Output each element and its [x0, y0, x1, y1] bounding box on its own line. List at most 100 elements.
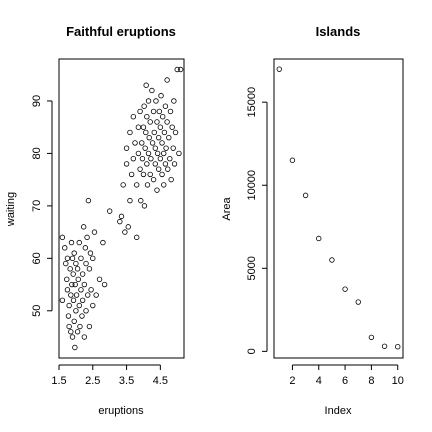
data-point [150, 176, 157, 183]
data-point [147, 119, 153, 125]
data-point [77, 323, 83, 330]
data-point [162, 161, 169, 167]
y-tick-label: 80 [31, 147, 43, 159]
data-point [176, 150, 182, 157]
data-point [70, 297, 77, 303]
data-point [150, 108, 157, 115]
data-point [127, 129, 133, 136]
data-point [123, 145, 130, 151]
data-point [120, 182, 126, 188]
data-point [154, 150, 161, 157]
x-tick-label: 2.5 [85, 375, 100, 387]
data-point [79, 313, 85, 319]
data-point [85, 197, 92, 204]
data-point [144, 161, 150, 167]
plot-title: Islands [316, 24, 361, 39]
y-axis-label: waiting [5, 192, 17, 227]
data-point [79, 297, 86, 303]
data-point [161, 182, 167, 188]
data-point [137, 166, 143, 172]
data-point [167, 155, 173, 162]
data-point [73, 260, 79, 267]
data-point [157, 155, 164, 162]
data-point [68, 239, 75, 246]
islands-plot: Islands Index Area 2 4 6 8 10 0 5000 10000 15000 [221, 24, 404, 417]
data-point [302, 192, 309, 199]
data-point [128, 171, 135, 178]
x-tick-label: 4 [316, 375, 322, 387]
data-point [64, 287, 71, 293]
data-point [146, 134, 152, 141]
data-point [139, 155, 146, 162]
data-point [161, 129, 168, 136]
y-tick-label: 50 [31, 305, 43, 317]
x-tick-label: 10 [392, 375, 404, 387]
y-tick-label: 15000 [246, 87, 258, 118]
data-point [83, 260, 89, 267]
data-point [59, 234, 66, 241]
data-point [166, 134, 172, 141]
data-point [149, 140, 156, 146]
data-point [170, 145, 176, 151]
x-tick-label: 1.5 [51, 375, 66, 387]
data-point [164, 119, 170, 125]
data-point [125, 224, 131, 230]
data-point [72, 344, 78, 351]
data-point [130, 155, 137, 162]
data-point [142, 145, 148, 151]
data-point [152, 161, 158, 167]
data-point [118, 213, 125, 220]
data-point [70, 271, 76, 277]
data-point [83, 308, 89, 314]
data-point [276, 66, 282, 72]
data-point [79, 271, 86, 277]
data-point [172, 129, 179, 136]
data-point [164, 77, 170, 83]
data-point [137, 108, 143, 115]
data-point [154, 187, 160, 193]
y-tick-label: 0 [246, 348, 258, 354]
data-point [149, 87, 155, 94]
data-point [91, 229, 98, 235]
plot-title: Faithful eruptions [66, 24, 176, 39]
data-point [135, 124, 142, 130]
data-point [59, 297, 66, 303]
x-axis-label: eruptions [98, 405, 144, 417]
data-point [82, 245, 89, 251]
data-point [145, 150, 152, 157]
y-tick-label: 5000 [246, 256, 258, 280]
data-point [69, 281, 75, 288]
data-point [76, 239, 82, 246]
data-point [135, 150, 142, 157]
data-point [87, 250, 94, 256]
data-point [90, 255, 96, 262]
data-point [68, 292, 74, 298]
data-point [144, 182, 151, 188]
data-point [93, 292, 99, 298]
data-point [81, 281, 88, 288]
data-point [165, 166, 171, 172]
data-point [74, 266, 81, 272]
data-point [156, 108, 163, 115]
data-point [159, 171, 165, 178]
data-point [66, 323, 72, 330]
x-tick-label: 2 [289, 375, 295, 387]
data-point [151, 129, 157, 136]
data-point [130, 114, 137, 120]
data-point [138, 197, 144, 204]
data-point [161, 150, 167, 157]
data-point [66, 302, 72, 309]
data-point [155, 134, 162, 141]
data-point [152, 145, 158, 151]
data-point [106, 208, 113, 214]
data-point [143, 82, 149, 88]
data-point [153, 98, 159, 104]
data-point [155, 166, 162, 172]
x-tick-label: 8 [368, 375, 374, 387]
data-point [163, 145, 169, 151]
data-point [86, 323, 93, 330]
data-point [167, 108, 174, 115]
data-point [140, 171, 147, 178]
y-tick-label: 10000 [246, 170, 258, 201]
data-point [64, 255, 71, 262]
